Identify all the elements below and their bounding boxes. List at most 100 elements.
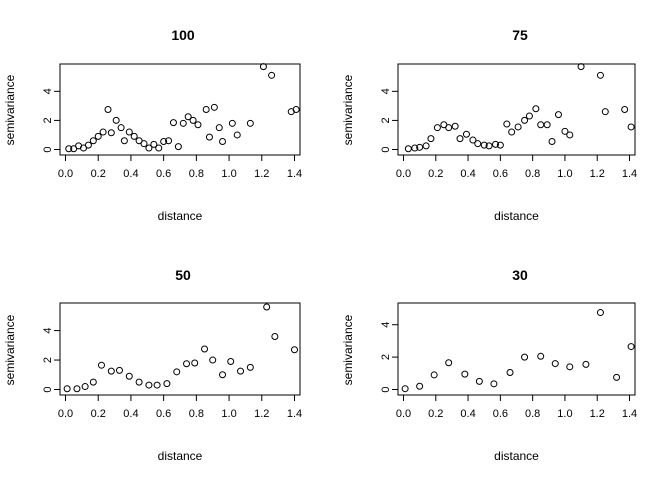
data-point: [469, 136, 477, 144]
data-point: [445, 124, 453, 132]
data-point: [130, 132, 138, 140]
data-point: [561, 127, 569, 135]
y-tick-label: 2: [42, 117, 54, 123]
data-point: [462, 130, 470, 138]
x-axis-label: distance: [158, 209, 203, 223]
data-point: [433, 124, 441, 132]
data-point: [209, 356, 217, 364]
data-point: [174, 143, 182, 151]
chart-title: 75: [512, 27, 528, 43]
data-point: [145, 381, 153, 389]
x-tick-label: 1.2: [590, 168, 605, 180]
x-axis-label: distance: [494, 449, 539, 463]
x-tick-label: 0.4: [460, 168, 475, 180]
y-axis-label: semivariance: [341, 74, 355, 145]
data-point: [503, 120, 511, 128]
data-point: [475, 377, 483, 385]
data-point: [543, 121, 551, 129]
data-point: [215, 124, 223, 132]
data-point: [485, 142, 493, 150]
chart-title: 50: [175, 267, 191, 283]
data-point: [271, 332, 279, 340]
x-tick-label: 0.2: [428, 168, 443, 180]
scatter-panel-100: 100 0.0 0.2 0.4 0.6 0.8 1.0 1.2 1.4 0 2 4 distance se…: [3, 27, 302, 223]
data-point: [163, 380, 171, 388]
data-point: [194, 121, 202, 129]
data-point: [73, 385, 81, 393]
data-point: [416, 382, 424, 390]
data-point: [191, 359, 199, 367]
data-point: [268, 71, 276, 79]
x-tick-label: 0.8: [525, 408, 540, 420]
data-point: [401, 385, 409, 393]
data-point: [621, 106, 629, 113]
data-point: [259, 63, 267, 71]
x-axis-label: distance: [494, 209, 539, 223]
data-point: [201, 345, 209, 353]
data-point: [89, 378, 97, 386]
y-axis-label: semivariance: [3, 74, 17, 145]
x-tick-label: 1.2: [254, 168, 269, 180]
data-point: [205, 133, 213, 141]
data-point: [537, 352, 545, 360]
data-point: [155, 144, 163, 152]
data-point: [84, 141, 92, 149]
x-tick-label: 1.4: [622, 408, 637, 420]
data-point: [99, 128, 107, 136]
x-tick-label: 1.0: [221, 408, 236, 420]
y-tick-label: 4: [42, 88, 54, 94]
y-tick-label: 4: [380, 322, 392, 328]
data-point: [514, 123, 522, 131]
scatter-panel-75: 75 0.0 0.2 0.4 0.6 0.8 1.0 1.2 1.4 0 2 4 distance sem…: [341, 27, 637, 223]
y-tick-label: 0: [380, 146, 392, 152]
y-axis-label: semivariance: [341, 314, 355, 385]
data-point: [97, 361, 105, 369]
data-point: [145, 144, 153, 152]
x-tick-label: 0.6: [493, 408, 508, 420]
x-tick-label: 0.8: [525, 168, 540, 180]
data-point: [202, 106, 210, 113]
data-point: [566, 131, 574, 139]
x-tick-label: 0.4: [123, 168, 138, 180]
plot-frame: [397, 63, 636, 156]
data-point: [184, 113, 192, 121]
data-point: [292, 106, 300, 113]
data-point: [219, 371, 227, 379]
data-point: [601, 108, 609, 116]
x-tick-label: 1.4: [622, 168, 637, 180]
data-point: [219, 138, 227, 145]
plot-frame: [397, 302, 636, 396]
data-point: [566, 363, 574, 371]
y-tick-label: 0: [42, 146, 54, 152]
data-point: [554, 111, 562, 119]
x-tick-label: 0.4: [460, 408, 475, 420]
data-point: [596, 71, 604, 79]
y-tick-label: 2: [42, 357, 54, 363]
scatter-panel-50: 50 0.0 0.2 0.4 0.6 0.8 1.0 1.2 1.4 0 2 4 distance sem…: [3, 267, 302, 463]
data-point: [596, 309, 604, 317]
data-point: [416, 143, 424, 151]
plot-frame: [59, 302, 301, 396]
data-point: [115, 366, 123, 374]
data-point: [189, 116, 197, 124]
data-point: [125, 372, 133, 380]
data-point: [521, 116, 529, 124]
data-point: [135, 378, 143, 386]
data-point: [246, 363, 254, 371]
data-point: [532, 105, 540, 113]
data-point: [496, 141, 504, 149]
x-tick-label: 1.4: [287, 408, 302, 420]
data-point: [150, 140, 158, 148]
data-point: [173, 368, 181, 376]
x-tick-label: 1.0: [557, 408, 572, 420]
data-point: [246, 119, 254, 127]
data-point: [456, 135, 464, 143]
data-point: [508, 128, 516, 136]
data-point: [474, 140, 482, 148]
data-point: [551, 360, 559, 368]
y-tick-label: 4: [42, 328, 54, 334]
data-point: [107, 129, 115, 137]
data-point: [430, 371, 438, 379]
data-point: [228, 119, 236, 127]
